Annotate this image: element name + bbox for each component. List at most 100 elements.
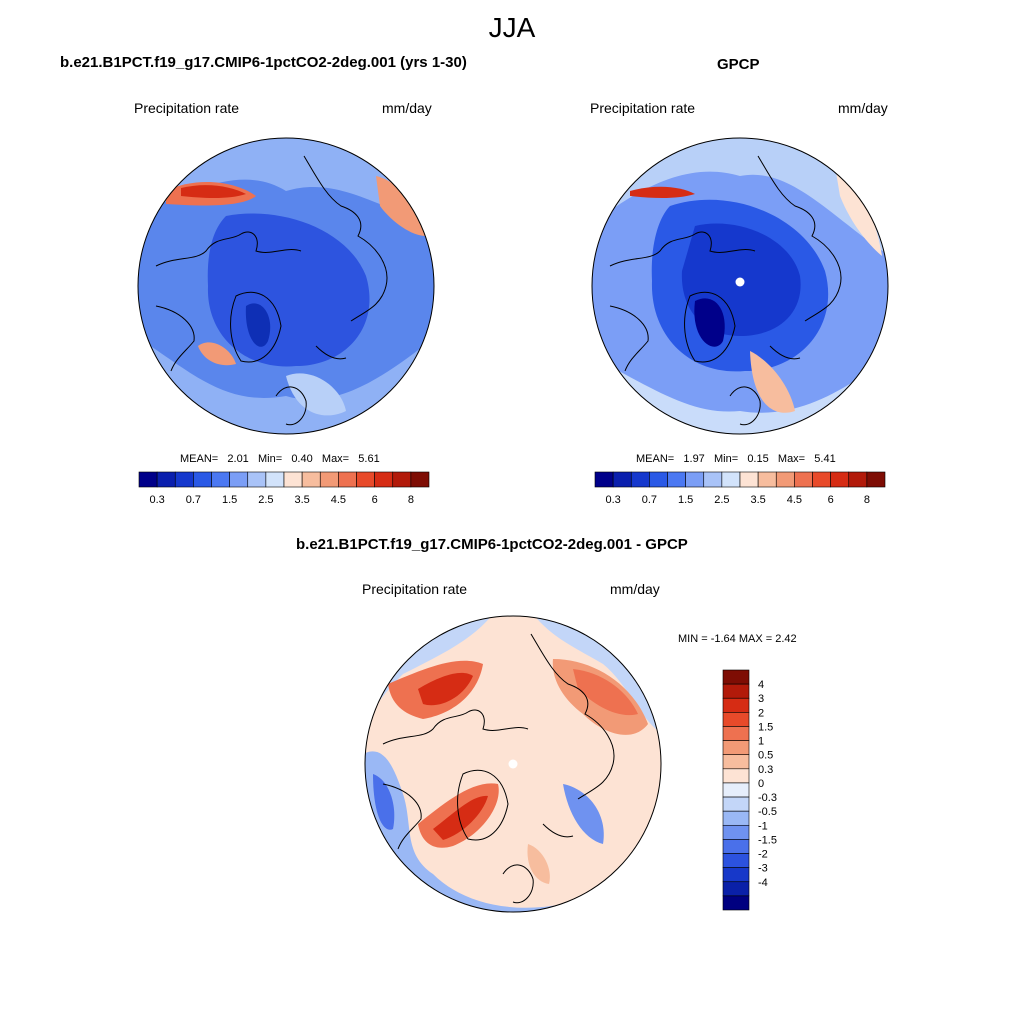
model-field-pacific-core: [181, 185, 246, 198]
model-colorbar-box: [319, 471, 339, 488]
diff-field-west-neg: [373, 774, 395, 830]
diff-left-label: Precipitation rate: [362, 581, 468, 597]
gpcp-colorbar-box: [866, 471, 886, 488]
model-field-west-high: [198, 342, 236, 366]
diff-colorbar-box: [722, 712, 750, 727]
model-mean-value: 2.01: [227, 453, 249, 465]
diff-colorbar-box: [722, 824, 750, 840]
diff-map: [364, 615, 662, 913]
model-colorbar-tick-label: 8: [408, 494, 414, 506]
gpcp-colorbar-box: [739, 471, 759, 488]
gpcp-colorbar-tick-label: 3.5: [750, 494, 765, 506]
gpcp-mean-value: 1.97: [683, 453, 705, 465]
model-colorbar-box: [356, 471, 375, 488]
diff-map-boundary: [364, 615, 662, 913]
gpcp-colorbar-box: [703, 471, 723, 488]
diff-field-scandinavia-pos: [527, 844, 550, 884]
diff-colorbar-box: [722, 669, 750, 685]
model-colorbar-tick-label: 4.5: [331, 494, 346, 506]
model-coastlines: [155, 155, 388, 426]
model-colorbar-box: [265, 471, 285, 488]
gpcp-coastlines: [609, 155, 842, 426]
model-colorbar-tick-label: 6: [372, 494, 378, 506]
gpcp-field-outer-ring: [592, 138, 888, 256]
diff-colorbar-box: [722, 683, 750, 699]
model-right-label: mm/day: [382, 100, 432, 116]
model-colorbar-box: [410, 471, 430, 488]
gpcp-mean-label: MEAN=: [636, 453, 675, 465]
diff-stats: MIN = -1.64 MAX = 2.42: [678, 633, 797, 645]
model-panel-title: b.e21.B1PCT.f19_g17.CMIP6-1pctCO2-2deg.0…: [60, 54, 467, 71]
diff-colorbar-box: [722, 726, 750, 741]
model-map-boundary: [137, 137, 435, 435]
gpcp-colorbar-box: [757, 471, 777, 488]
model-colorbar-box: [211, 471, 230, 488]
gpcp-map-boundary: [591, 137, 889, 435]
model-colorbar-box: [138, 471, 158, 488]
gpcp-max-label: Max=: [777, 453, 806, 465]
model-field-outer-ring-south: [138, 336, 434, 434]
model-colorbar-box: [374, 471, 394, 488]
diff-colorbar-tick-label: -1: [758, 820, 768, 832]
gpcp-colorbar-box: [812, 471, 831, 488]
model-colorbar-box: [283, 471, 303, 488]
diff-colorbar-tick-label: 4: [758, 679, 764, 691]
model-stats: MEAN= 2.01 Min= 0.40 Max= 5.61: [180, 453, 380, 465]
model-colorbar-box: [301, 471, 321, 488]
gpcp-colorbar-tick-label: 4.5: [787, 494, 802, 506]
gpcp-colorbar-box: [830, 471, 850, 488]
diff-colorbar-box: [722, 740, 750, 756]
gpcp-colorbar-box: [794, 471, 813, 488]
gpcp-left-label: Precipitation rate: [590, 100, 696, 116]
model-min-value: 0.40: [291, 453, 313, 465]
diff-colorbar-box: [722, 881, 750, 897]
gpcp-colorbar-tick-label: 0.7: [642, 494, 657, 506]
figure-title: JJA: [488, 12, 536, 43]
gpcp-colorbar-box: [848, 471, 868, 488]
diff-colorbar-box: [722, 796, 750, 812]
gpcp-colorbar-tick-label: 8: [864, 494, 870, 506]
model-colorbar: 0.3 0.7 1.5 2.5 3.5 4.5 6 8: [138, 471, 430, 506]
diff-colorbar-tick-label: -4: [758, 877, 768, 889]
model-max-value: 5.61: [358, 453, 380, 465]
gpcp-colorbar-box: [594, 471, 614, 488]
gpcp-colorbar-box: [667, 471, 686, 488]
gpcp-colorbar-box: [630, 471, 650, 488]
diff-colorbar-tick-label: -2: [758, 849, 768, 861]
gpcp-field-greenland-low: [694, 298, 725, 347]
gpcp-pole-hole: [735, 277, 745, 287]
diff-colorbar-box: [722, 867, 750, 883]
diff-colorbar-box: [722, 782, 750, 798]
gpcp-field-atlantic-weak: [835, 166, 882, 256]
model-colorbar-tick-label: 0.3: [149, 494, 164, 506]
gpcp-min-value: 0.15: [747, 453, 769, 465]
diff-field-siberia-core: [573, 669, 638, 716]
gpcp-colorbar-box: [649, 471, 668, 488]
diff-colorbar-tick-label: 0.5: [758, 750, 773, 762]
model-colorbar-box: [247, 471, 267, 488]
gpcp-colorbar-box: [612, 471, 632, 488]
diff-colorbar-tick-label: 0.3: [758, 764, 773, 776]
model-colorbar-box: [229, 471, 249, 488]
model-colorbar-box: [156, 471, 176, 488]
model-field-scandinavia: [286, 373, 346, 416]
gpcp-map: [591, 137, 889, 435]
diff-colorbar-tick-label: -0.3: [758, 792, 777, 804]
diff-colorbar-tick-label: 1: [758, 736, 764, 748]
diff-colorbar-tick-label: -1.5: [758, 834, 777, 846]
gpcp-colorbar-box: [775, 471, 795, 488]
model-mean-label: MEAN=: [180, 453, 219, 465]
gpcp-panel-title: GPCP: [717, 56, 760, 73]
diff-colorbar-box: [722, 895, 750, 911]
diff-colorbar-box: [722, 754, 750, 770]
diff-colorbar-box: [722, 810, 750, 826]
gpcp-max-value: 5.41: [814, 453, 836, 465]
diff-colorbar-tick-label: 3: [758, 693, 764, 705]
diff-colorbar-tick-label: 2: [758, 707, 764, 719]
gpcp-colorbar-tick-label: 0.3: [605, 494, 620, 506]
model-min-label: Min=: [257, 453, 283, 465]
diff-coastlines: [382, 633, 615, 904]
diff-right-label: mm/day: [610, 581, 660, 597]
model-colorbar-box: [174, 471, 194, 488]
diff-pole-hole: [508, 759, 518, 769]
